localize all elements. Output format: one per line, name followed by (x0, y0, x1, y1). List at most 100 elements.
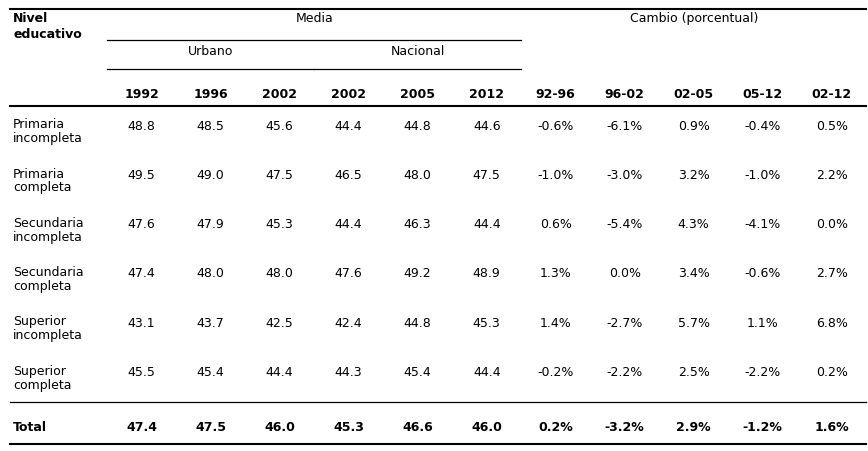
Text: 2.7%: 2.7% (816, 267, 848, 280)
Text: 44.8: 44.8 (404, 316, 431, 329)
Text: 1.4%: 1.4% (540, 316, 572, 329)
Text: 0.2%: 0.2% (538, 420, 573, 433)
Text: 48.0: 48.0 (266, 267, 293, 280)
Text: 1.3%: 1.3% (540, 267, 572, 280)
Text: 47.5: 47.5 (195, 420, 227, 433)
Text: Nivel
educativo: Nivel educativo (13, 12, 82, 41)
Text: completa: completa (13, 181, 71, 194)
Text: Secundaria: Secundaria (13, 216, 83, 229)
Text: 2012: 2012 (470, 88, 504, 101)
Text: 45.3: 45.3 (333, 420, 364, 433)
Text: -0.6%: -0.6% (537, 120, 574, 132)
Text: Superior: Superior (13, 315, 66, 327)
Text: Primaria: Primaria (13, 118, 65, 131)
Text: -3.0%: -3.0% (607, 169, 643, 181)
Text: 46.5: 46.5 (335, 169, 363, 181)
Text: -0.2%: -0.2% (537, 365, 574, 378)
Text: 47.9: 47.9 (197, 218, 225, 230)
Text: 42.5: 42.5 (266, 316, 293, 329)
Text: 2.5%: 2.5% (678, 365, 710, 378)
Text: 02-05: 02-05 (674, 88, 713, 101)
Text: 46.0: 46.0 (264, 420, 295, 433)
Text: -1.2%: -1.2% (743, 420, 783, 433)
Text: Total: Total (13, 420, 47, 433)
Text: 96-02: 96-02 (605, 88, 645, 101)
Text: 48.0: 48.0 (404, 169, 431, 181)
Text: 46.0: 46.0 (471, 420, 502, 433)
Text: -4.1%: -4.1% (745, 218, 781, 230)
Text: 46.3: 46.3 (404, 218, 431, 230)
Text: 49.2: 49.2 (404, 267, 431, 280)
Text: 48.8: 48.8 (128, 120, 155, 132)
Text: Secundaria: Secundaria (13, 266, 83, 278)
Text: 1.1%: 1.1% (746, 316, 779, 329)
Text: Urbano: Urbano (188, 45, 233, 58)
Text: 1996: 1996 (194, 88, 228, 101)
Text: 45.3: 45.3 (473, 316, 501, 329)
Text: 5.7%: 5.7% (678, 316, 710, 329)
Text: 45.6: 45.6 (266, 120, 293, 132)
Text: 3.2%: 3.2% (678, 169, 710, 181)
Text: 44.4: 44.4 (335, 218, 363, 230)
Text: -0.4%: -0.4% (745, 120, 781, 132)
Text: -3.2%: -3.2% (605, 420, 645, 433)
Text: 47.5: 47.5 (266, 169, 293, 181)
Text: Primaria: Primaria (13, 167, 65, 180)
Text: 6.8%: 6.8% (816, 316, 848, 329)
Text: -6.1%: -6.1% (607, 120, 643, 132)
Text: 0.0%: 0.0% (816, 218, 848, 230)
Text: 47.4: 47.4 (126, 420, 157, 433)
Text: 44.4: 44.4 (473, 365, 501, 378)
Text: 44.6: 44.6 (473, 120, 501, 132)
Text: completa: completa (13, 280, 71, 292)
Text: 44.4: 44.4 (335, 120, 363, 132)
Text: 42.4: 42.4 (335, 316, 363, 329)
Text: 49.0: 49.0 (197, 169, 225, 181)
Text: 0.2%: 0.2% (816, 365, 848, 378)
Text: 44.4: 44.4 (266, 365, 293, 378)
Text: 3.4%: 3.4% (678, 267, 710, 280)
Text: -1.0%: -1.0% (745, 169, 781, 181)
Text: 4.3%: 4.3% (678, 218, 710, 230)
Text: 92-96: 92-96 (536, 88, 575, 101)
Text: 1.6%: 1.6% (814, 420, 849, 433)
Text: -1.0%: -1.0% (537, 169, 574, 181)
Text: 45.4: 45.4 (197, 365, 225, 378)
Text: 45.5: 45.5 (128, 365, 155, 378)
Text: 49.5: 49.5 (128, 169, 155, 181)
Text: 48.0: 48.0 (197, 267, 225, 280)
Text: 46.6: 46.6 (402, 420, 433, 433)
Text: 2.2%: 2.2% (816, 169, 848, 181)
Text: 44.8: 44.8 (404, 120, 431, 132)
Text: Cambio (porcentual): Cambio (porcentual) (629, 12, 758, 25)
Text: 45.4: 45.4 (404, 365, 431, 378)
Text: -2.2%: -2.2% (745, 365, 781, 378)
Text: incompleta: incompleta (13, 132, 83, 145)
Text: 2002: 2002 (332, 88, 366, 101)
Text: 02-12: 02-12 (812, 88, 852, 101)
Text: 47.6: 47.6 (335, 267, 363, 280)
Text: Nacional: Nacional (391, 45, 445, 58)
Text: Superior: Superior (13, 364, 66, 377)
Text: 0.9%: 0.9% (678, 120, 710, 132)
Text: 48.9: 48.9 (473, 267, 501, 280)
Text: 45.3: 45.3 (266, 218, 293, 230)
Text: 2002: 2002 (262, 88, 297, 101)
Text: -2.7%: -2.7% (607, 316, 643, 329)
Text: 44.4: 44.4 (473, 218, 501, 230)
Text: -0.6%: -0.6% (745, 267, 781, 280)
Text: 47.5: 47.5 (473, 169, 501, 181)
Text: 1992: 1992 (124, 88, 159, 101)
Text: incompleta: incompleta (13, 329, 83, 341)
Text: 48.5: 48.5 (197, 120, 225, 132)
Text: 47.4: 47.4 (128, 267, 155, 280)
Text: completa: completa (13, 378, 71, 391)
Text: 43.1: 43.1 (128, 316, 155, 329)
Text: 43.7: 43.7 (197, 316, 225, 329)
Text: 0.0%: 0.0% (608, 267, 641, 280)
Text: 2.9%: 2.9% (676, 420, 711, 433)
Text: incompleta: incompleta (13, 230, 83, 243)
Text: 0.6%: 0.6% (540, 218, 572, 230)
Text: 05-12: 05-12 (743, 88, 783, 101)
Text: 2005: 2005 (400, 88, 435, 101)
